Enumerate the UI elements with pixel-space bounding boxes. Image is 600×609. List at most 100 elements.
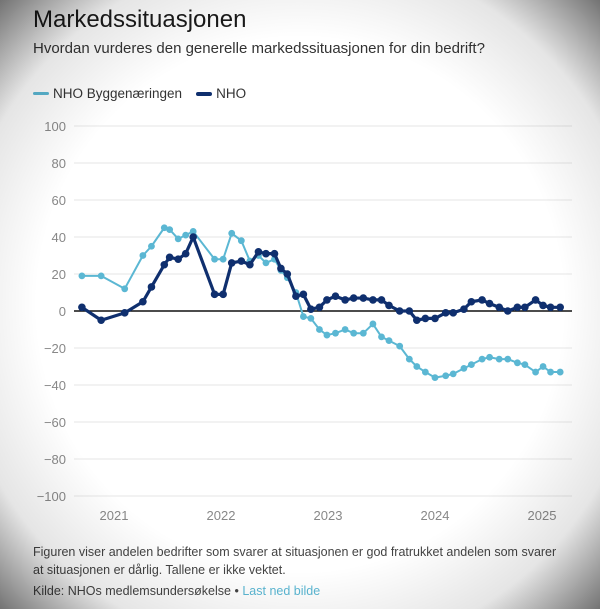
- data-point[interactable]: [332, 329, 339, 337]
- data-point[interactable]: [97, 272, 105, 280]
- data-point[interactable]: [139, 252, 147, 259]
- data-point[interactable]: [504, 355, 512, 363]
- data-point[interactable]: [323, 331, 331, 339]
- data-point[interactable]: [307, 305, 315, 313]
- data-point[interactable]: [513, 303, 522, 312]
- data-point[interactable]: [467, 361, 475, 369]
- data-point[interactable]: [531, 296, 540, 304]
- data-point[interactable]: [556, 368, 564, 376]
- data-point[interactable]: [237, 257, 246, 265]
- data-point[interactable]: [405, 355, 413, 363]
- data-point[interactable]: [413, 316, 421, 325]
- data-point[interactable]: [478, 355, 486, 363]
- data-point[interactable]: [369, 296, 377, 304]
- data-point[interactable]: [513, 359, 521, 367]
- data-point[interactable]: [210, 290, 219, 299]
- data-point[interactable]: [546, 303, 555, 312]
- legend-item-nho[interactable]: NHO: [196, 86, 246, 101]
- data-point[interactable]: [283, 270, 292, 278]
- data-point[interactable]: [262, 259, 270, 267]
- data-point[interactable]: [139, 297, 147, 306]
- data-point[interactable]: [486, 353, 493, 361]
- data-point[interactable]: [219, 290, 227, 299]
- data-point[interactable]: [189, 233, 197, 241]
- data-point[interactable]: [350, 329, 358, 337]
- data-point[interactable]: [246, 260, 254, 269]
- data-point[interactable]: [405, 307, 414, 315]
- data-point[interactable]: [97, 316, 105, 325]
- data-point[interactable]: [78, 303, 86, 312]
- data-point[interactable]: [396, 342, 404, 350]
- data-point[interactable]: [174, 255, 182, 263]
- legend-item-bygg[interactable]: NHO Byggenæringen: [33, 86, 182, 101]
- data-point[interactable]: [121, 285, 129, 293]
- data-point[interactable]: [369, 320, 377, 328]
- data-point[interactable]: [521, 303, 529, 312]
- data-point[interactable]: [292, 292, 300, 300]
- data-point[interactable]: [431, 374, 439, 381]
- data-point[interactable]: [421, 368, 429, 376]
- data-point[interactable]: [539, 301, 547, 310]
- data-point[interactable]: [331, 292, 340, 300]
- data-point[interactable]: [182, 231, 190, 239]
- data-point[interactable]: [442, 372, 450, 380]
- data-point[interactable]: [431, 314, 439, 323]
- data-point[interactable]: [413, 363, 421, 370]
- data-point[interactable]: [299, 290, 308, 299]
- data-point[interactable]: [449, 309, 457, 317]
- data-point[interactable]: [460, 364, 468, 372]
- data-point[interactable]: [315, 303, 324, 312]
- data-point[interactable]: [341, 296, 349, 304]
- data-point[interactable]: [349, 294, 358, 302]
- y-tick-label: 40: [52, 230, 66, 245]
- data-point[interactable]: [277, 264, 285, 273]
- data-point[interactable]: [323, 296, 331, 304]
- data-point[interactable]: [532, 368, 539, 376]
- data-point[interactable]: [147, 283, 156, 291]
- data-point[interactable]: [385, 337, 393, 344]
- data-point[interactable]: [460, 305, 468, 313]
- data-point[interactable]: [307, 315, 315, 322]
- data-point[interactable]: [165, 253, 174, 262]
- data-point[interactable]: [148, 242, 155, 250]
- data-point[interactable]: [485, 299, 494, 308]
- data-point[interactable]: [421, 314, 430, 323]
- data-point[interactable]: [539, 363, 547, 370]
- data-point[interactable]: [449, 370, 457, 378]
- data-point[interactable]: [359, 294, 368, 302]
- data-point[interactable]: [521, 361, 529, 369]
- data-point[interactable]: [556, 303, 564, 312]
- data-point[interactable]: [174, 235, 182, 243]
- data-point[interactable]: [228, 229, 236, 237]
- data-point[interactable]: [495, 303, 504, 312]
- data-point[interactable]: [395, 307, 404, 315]
- data-point[interactable]: [254, 248, 263, 256]
- data-point[interactable]: [166, 226, 174, 233]
- data-point[interactable]: [495, 355, 503, 363]
- data-point[interactable]: [262, 249, 270, 258]
- y-tick-label: −40: [44, 378, 66, 393]
- data-point[interactable]: [78, 272, 86, 280]
- data-point[interactable]: [385, 301, 393, 310]
- data-point[interactable]: [341, 326, 349, 333]
- data-point[interactable]: [378, 333, 385, 341]
- data-point[interactable]: [441, 309, 450, 317]
- data-point[interactable]: [547, 368, 554, 376]
- data-point[interactable]: [227, 259, 236, 267]
- data-point[interactable]: [211, 255, 218, 263]
- data-point[interactable]: [270, 249, 279, 258]
- data-point[interactable]: [181, 249, 190, 258]
- data-point[interactable]: [359, 329, 367, 337]
- data-point[interactable]: [503, 307, 512, 315]
- data-point[interactable]: [237, 237, 245, 245]
- data-point[interactable]: [478, 296, 486, 304]
- data-point[interactable]: [160, 260, 169, 269]
- data-point[interactable]: [467, 297, 476, 306]
- data-point[interactable]: [316, 326, 323, 333]
- data-point[interactable]: [120, 309, 129, 317]
- data-point[interactable]: [377, 296, 386, 304]
- data-point[interactable]: [299, 313, 307, 320]
- data-point[interactable]: [219, 255, 227, 263]
- download-image-link[interactable]: Last ned bilde: [242, 584, 321, 598]
